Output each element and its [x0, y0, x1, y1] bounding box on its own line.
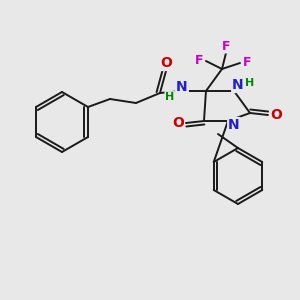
Text: N: N — [228, 118, 240, 132]
Text: O: O — [172, 116, 184, 130]
Text: O: O — [270, 108, 282, 122]
Text: F: F — [222, 40, 230, 52]
Text: N: N — [176, 80, 188, 94]
Text: O: O — [160, 56, 172, 70]
Text: F: F — [195, 55, 203, 68]
Text: N: N — [232, 78, 244, 92]
Text: H: H — [245, 78, 255, 88]
Text: F: F — [243, 56, 251, 70]
Text: H: H — [165, 92, 175, 102]
